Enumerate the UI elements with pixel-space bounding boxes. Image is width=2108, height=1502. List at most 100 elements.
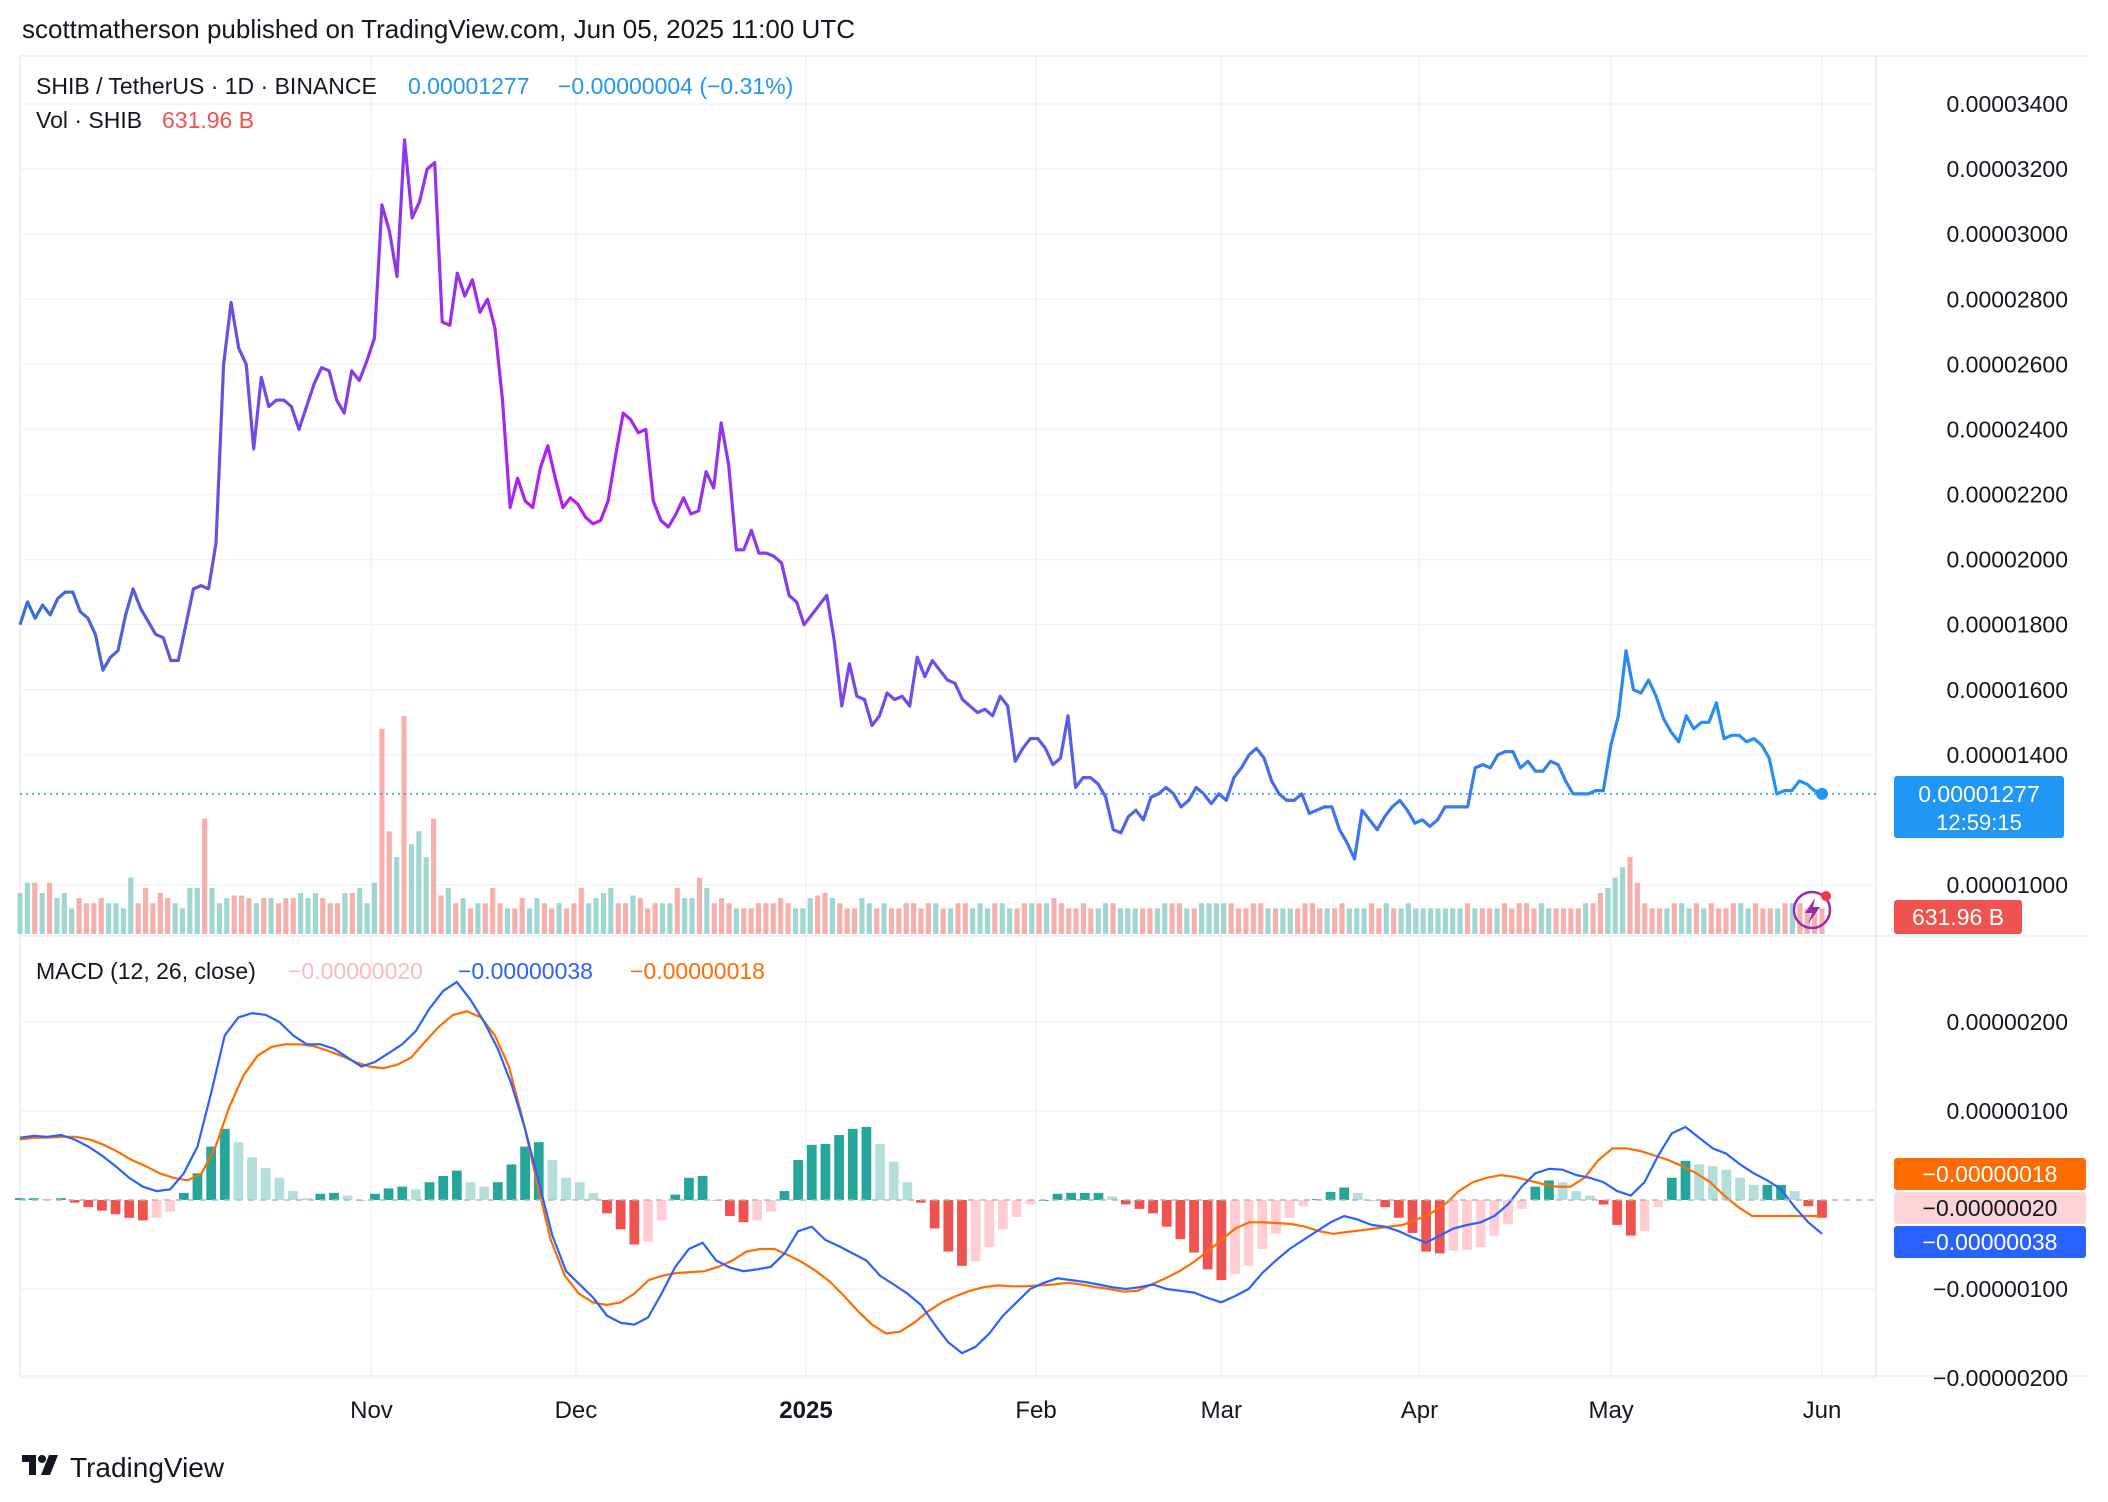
macd-histogram-bar (684, 1177, 694, 1200)
macd-histogram-bar (834, 1135, 844, 1200)
volume-bar (1568, 908, 1574, 934)
volume-bar (1487, 908, 1493, 934)
macd-histogram-bar (847, 1128, 858, 1200)
volume-bar (652, 903, 658, 934)
volume-bar (859, 898, 865, 934)
volume-bar (1043, 903, 1050, 934)
volume-bar (571, 903, 577, 934)
time-tick-label: Feb (1015, 1397, 1056, 1424)
macd-histogram-bar (725, 1200, 735, 1217)
volume-bar (1139, 908, 1146, 934)
volume-bar (1560, 908, 1567, 934)
volume-bar (475, 903, 481, 934)
macd-histogram-bar (1762, 1184, 1773, 1200)
volume-bar (312, 892, 318, 934)
macd-histogram-bar (233, 1142, 244, 1200)
volume-bar (1280, 908, 1286, 934)
volume-bar (1516, 903, 1522, 934)
volume-bar (61, 892, 67, 934)
volume-bar (298, 892, 304, 934)
legend-symbol: SHIB / TetherUS · 1D · BINANCE (36, 73, 377, 99)
macd-histogram-bar (888, 1161, 899, 1200)
macd-histogram-bar (83, 1200, 94, 1208)
macd-histogram-bar (1776, 1184, 1786, 1200)
volume-bar (76, 898, 82, 934)
volume-bar (142, 887, 149, 934)
price-tick-label: 0.00001600 (1946, 677, 2068, 703)
volume-bar (1376, 908, 1382, 934)
time-axis: Nov Dec 2025 Feb Mar Apr May Jun (350, 1397, 1841, 1424)
volume-bar (1620, 867, 1626, 934)
volume-bar (1442, 908, 1448, 934)
tradingview-name: TradingView (70, 1452, 225, 1483)
volume-bar (778, 898, 784, 934)
macd-histogram-bar (998, 1200, 1008, 1230)
last-price-dot (1816, 787, 1828, 800)
macd-histogram-bar (56, 1198, 66, 1200)
volume-bar (1103, 903, 1109, 934)
hist-badge (1894, 1192, 2086, 1224)
volume-bar (320, 898, 326, 934)
price-tick-label: 0.00003400 (1946, 91, 2068, 117)
macd-histogram-bar (875, 1143, 885, 1200)
macd-histogram-bar (1066, 1192, 1077, 1200)
lightning-icon[interactable] (1792, 890, 1832, 930)
volume-bar (1553, 908, 1559, 934)
volume-bar (800, 908, 806, 934)
volume-bar (113, 903, 119, 934)
volume-bar (253, 903, 259, 934)
volume-bar (1546, 908, 1552, 934)
volume-bar (1361, 908, 1367, 934)
macd-badge (1894, 1226, 2086, 1258)
legend-change: −0.00000004 (−0.31%) (558, 73, 793, 99)
macd-histogram-bar (1544, 1180, 1554, 1200)
volume-bar (1730, 903, 1736, 934)
volume-bar (1723, 908, 1729, 934)
macd-histogram-bar (1434, 1200, 1445, 1254)
volume-bar (541, 903, 547, 934)
macd-histogram-bar (178, 1192, 189, 1200)
macd-histogram-bar (929, 1200, 940, 1229)
macd-histogram-bar (124, 1200, 135, 1218)
volume-bar (1708, 903, 1714, 934)
volume-bar (1014, 908, 1020, 934)
time-tick-label: 2025 (779, 1397, 832, 1424)
volume-bar (1221, 903, 1227, 934)
volume-bar (881, 903, 887, 934)
price-tick-label: 0.00003000 (1946, 221, 2068, 247)
volume-bar (157, 892, 163, 934)
signal-badge-text: −0.00000018 (1923, 1161, 2058, 1187)
volume-bar (1649, 908, 1655, 934)
volume-bar (630, 895, 636, 934)
volume-bar (1413, 908, 1419, 934)
volume-bar (1642, 903, 1648, 934)
volume-bar (179, 908, 186, 934)
time-tick-label: Apr (1401, 1397, 1438, 1424)
price-axis: 0.00003400 0.00003200 0.00003000 0.00002800… (1946, 91, 2068, 898)
macd-histogram-bar (1503, 1200, 1513, 1225)
volume-bar (1324, 908, 1330, 934)
macd-histogram-bar (15, 1198, 25, 1200)
volume-bar (1398, 908, 1404, 934)
macd-tick-label: 0.00000100 (1946, 1098, 2068, 1124)
volume-bar (342, 892, 348, 934)
macd-histogram-bar (1489, 1200, 1500, 1236)
macd-histogram-bar (1257, 1200, 1268, 1249)
volume-bar (453, 903, 459, 934)
volume-bar (1612, 877, 1618, 934)
volume-bar (1021, 903, 1027, 934)
volume-bar (1199, 903, 1205, 934)
volume-bar (896, 908, 902, 934)
macd-histogram-bar (438, 1175, 449, 1200)
volume-bar (1169, 903, 1175, 934)
volume-bar (401, 716, 407, 934)
volume-bar (32, 882, 38, 934)
volume-bar (216, 903, 222, 934)
volume-badge (1894, 900, 2022, 934)
macd-histogram-bar (411, 1189, 421, 1200)
macd-histogram-bar (206, 1146, 216, 1200)
legend-macd-label: MACD (12, 26, close) (36, 958, 256, 984)
macd-histogram-bar (1025, 1200, 1036, 1205)
macd-histogram-bar (861, 1127, 872, 1200)
